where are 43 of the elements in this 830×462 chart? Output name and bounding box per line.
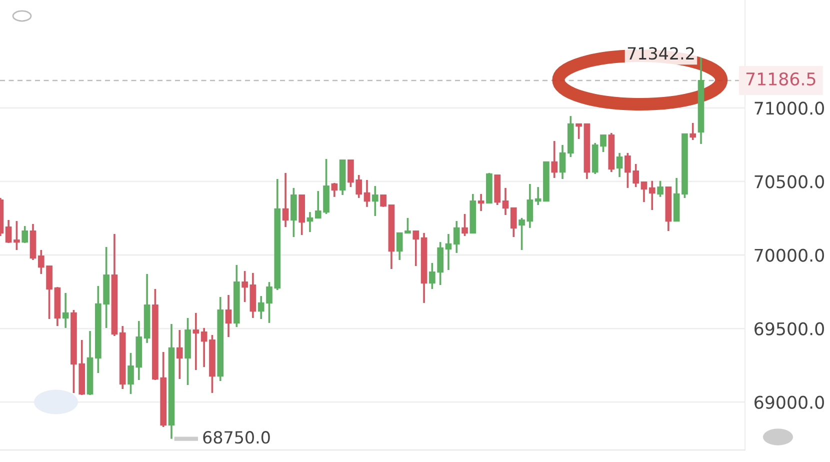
candlestick (14, 220, 20, 251)
candlestick (412, 230, 420, 267)
candlestick (576, 123, 582, 140)
candlestick (380, 194, 386, 208)
candlestick (526, 183, 534, 229)
candlestick (331, 182, 338, 198)
candlestick (690, 122, 696, 141)
candlestick (396, 232, 403, 261)
candlestick (445, 233, 452, 271)
candlestick (404, 217, 411, 234)
candlestick (306, 211, 314, 233)
candlestick (176, 329, 183, 380)
candlestick (657, 180, 664, 198)
candlestick (282, 172, 289, 228)
y-tick-label: 70500.0 (754, 175, 824, 188)
candlestick (510, 207, 517, 238)
candlestick (242, 270, 248, 303)
candlestick (200, 327, 208, 368)
candlestick (534, 186, 542, 206)
candlestick (22, 225, 28, 244)
candlestick (62, 292, 69, 329)
candlestick (518, 217, 525, 251)
y-tick-label: 70000.0 (754, 248, 824, 262)
candlestick (5, 219, 12, 244)
y-tick-label: 69500.0 (754, 322, 824, 336)
candlestick (640, 181, 648, 203)
candlestick (616, 152, 623, 178)
candlestick (462, 213, 468, 237)
candlestick (192, 312, 200, 371)
candlestick (225, 294, 232, 338)
candlestick (502, 187, 509, 216)
candlestick (372, 185, 378, 217)
candlestick (364, 179, 370, 208)
annotation: 71342.2 (628, 47, 694, 60)
y-tick-label: 71000.0 (754, 102, 824, 115)
y-tick-label: 69000.0 (754, 396, 824, 409)
candlestick (478, 193, 484, 212)
annotation: 68750.0 (203, 431, 270, 444)
candlestick (453, 220, 460, 254)
candlestick (559, 144, 566, 180)
candlestick (551, 140, 558, 179)
ref-line-label: 71186.5 (746, 72, 816, 86)
candlestick (648, 180, 656, 211)
